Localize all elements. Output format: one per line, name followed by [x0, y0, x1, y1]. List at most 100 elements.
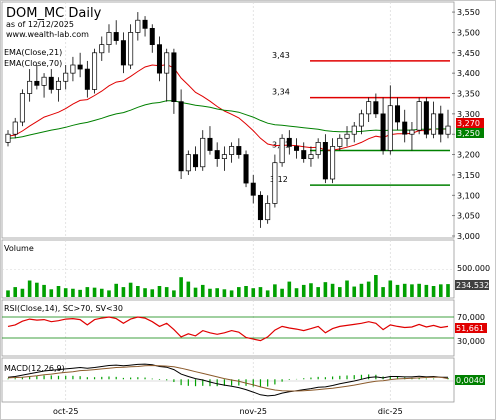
candle-body	[200, 137, 206, 168]
volume-bar	[359, 283, 364, 297]
volume-bar	[294, 288, 299, 297]
volume-bar	[13, 287, 18, 297]
candle-body	[351, 125, 357, 135]
candle-body	[178, 101, 184, 172]
volume-bar	[71, 288, 75, 297]
macd-pane	[1, 357, 455, 403]
volume-tick-500000: 500.000	[457, 264, 490, 273]
price-tick-label: 3,400	[457, 69, 480, 78]
candle-body	[113, 32, 119, 41]
ema-lines	[7, 64, 449, 151]
macd-signal-line	[7, 364, 449, 392]
volume-bar	[99, 288, 104, 297]
volume-bar	[280, 288, 284, 297]
volume-bar	[410, 284, 414, 297]
ema21-last-badge: 3,270	[457, 119, 480, 128]
volume-bar	[27, 280, 32, 297]
volume-bar	[402, 283, 407, 297]
candle-body	[77, 64, 83, 70]
volume-bar	[222, 289, 227, 297]
macd-label: MACD(12,26,9)	[4, 364, 65, 373]
candle-body	[257, 194, 263, 221]
volume-bar	[366, 281, 371, 297]
candle-body	[294, 146, 300, 151]
volume-bar	[42, 284, 46, 297]
candle-body	[272, 162, 278, 204]
volume-pane	[1, 239, 455, 299]
candle-body	[156, 44, 162, 74]
candle-body	[106, 32, 112, 45]
volume-bar	[63, 288, 68, 297]
candle-body	[48, 76, 54, 90]
volume-bar	[273, 284, 277, 297]
candle-body	[308, 154, 314, 159]
level-label: 3,34	[272, 88, 290, 97]
candle-body	[229, 146, 235, 155]
rsi-tick-70: 70,000	[457, 313, 485, 322]
legend-ema70: EMA(Close,70)	[4, 59, 62, 68]
candle-body	[416, 101, 422, 131]
volume-last-badge: 234.532	[456, 281, 489, 290]
level-label: 3,43	[272, 51, 290, 60]
price-tick-label: 3,050	[457, 212, 480, 221]
candle-body	[164, 52, 170, 74]
volume-bar	[114, 283, 118, 297]
price-tick-label: 3,350	[457, 90, 480, 99]
candle-body	[99, 44, 105, 54]
candle-body	[84, 68, 90, 90]
candle-body	[34, 80, 40, 86]
volume-bar	[136, 286, 140, 297]
volume-bar	[237, 287, 241, 297]
chart-title: DOM_MC Daily	[6, 6, 102, 21]
candle-body	[394, 105, 401, 123]
candle-body	[279, 137, 285, 164]
macd-last-badge-bg	[455, 375, 485, 385]
volume-bar	[215, 288, 219, 297]
candle-body	[301, 150, 307, 159]
volume-bar	[352, 286, 357, 297]
rsi-line	[7, 316, 449, 342]
x-tick-label: oct-25	[53, 407, 79, 416]
volume-bar	[78, 289, 82, 297]
volume-bar	[330, 283, 335, 297]
candle-body	[243, 154, 249, 184]
ema70-last-badge-bg	[456, 128, 484, 138]
rsi-last-badge-bg	[455, 323, 487, 333]
volume-bar	[251, 288, 256, 297]
volume-bar	[265, 290, 270, 297]
volume-bar	[287, 281, 292, 297]
candle-body	[250, 182, 256, 196]
volume-bar	[186, 281, 191, 297]
volume-bar	[150, 289, 155, 297]
volume-bar	[446, 284, 450, 297]
volume-bar	[56, 286, 61, 297]
volume-bar	[6, 290, 10, 297]
candlesticks	[5, 12, 451, 228]
candle-body	[27, 80, 33, 94]
volume-bar	[107, 290, 111, 297]
candle-body	[236, 146, 242, 155]
candle-body	[402, 121, 408, 135]
volume-bar	[164, 287, 169, 297]
candle-body	[12, 121, 18, 135]
volume-bar	[244, 286, 248, 297]
rsi-pane	[1, 299, 455, 357]
candle-body	[41, 76, 47, 86]
ema70-line	[7, 100, 448, 139]
candle-body	[431, 113, 437, 135]
candle-body	[92, 52, 98, 90]
chart-subtitle: as of 12/12/2025	[6, 20, 74, 29]
candle-body	[366, 101, 372, 115]
candle-body	[63, 72, 69, 82]
rsi-label: RSI(Close,14), SC>70, SV<30	[4, 304, 123, 313]
candle-body	[214, 150, 220, 159]
volume-bar	[431, 286, 436, 297]
price-tick-label: 3,450	[457, 49, 480, 58]
volume-bar	[345, 280, 349, 297]
candle-body	[135, 19, 141, 33]
candle-body	[185, 154, 191, 172]
volume-bar	[157, 286, 162, 297]
candle-body	[380, 113, 386, 151]
candle-body	[5, 133, 11, 143]
